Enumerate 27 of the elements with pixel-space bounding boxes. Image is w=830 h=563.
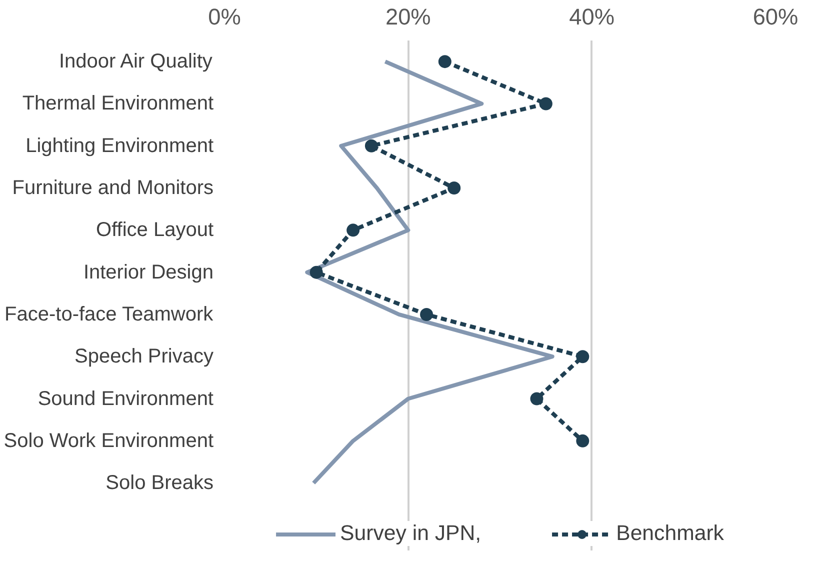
x-tick-label: 0% — [208, 4, 241, 30]
point — [576, 434, 590, 448]
y-tick-label: Face-to-face Teamwork — [4, 303, 214, 326]
x-tick-label: 20% — [385, 4, 431, 30]
point — [438, 55, 452, 68]
y-tick-label: Thermal Environment — [22, 92, 214, 115]
y-tick-label: Speech Privacy — [74, 346, 214, 368]
y-tick-label: Solo Work Environment — [4, 430, 214, 452]
point — [539, 97, 552, 110]
legend-label: Benchmark — [616, 521, 724, 546]
point — [346, 224, 360, 237]
point — [530, 392, 544, 406]
y-tick-label: Lighting Environment — [26, 134, 214, 157]
y-tick-label: Solo Breaks — [106, 472, 214, 494]
y-tick-label: Indoor Air Quality — [58, 50, 212, 73]
x-tick-label: 60% — [752, 4, 798, 30]
point — [576, 350, 590, 364]
y-tick-label: Furniture and Monitors — [12, 177, 214, 200]
legend-label: Survey in JPN, — [340, 521, 482, 546]
y-tick-label: Interior Design — [83, 261, 214, 284]
point — [420, 308, 434, 321]
point — [310, 266, 323, 279]
point — [448, 182, 461, 195]
y-tick-label: Office Layout — [96, 219, 214, 242]
x-tick-label: 40% — [569, 4, 615, 30]
y-tick-label: Sound Environment — [38, 388, 214, 410]
point — [364, 139, 378, 152]
